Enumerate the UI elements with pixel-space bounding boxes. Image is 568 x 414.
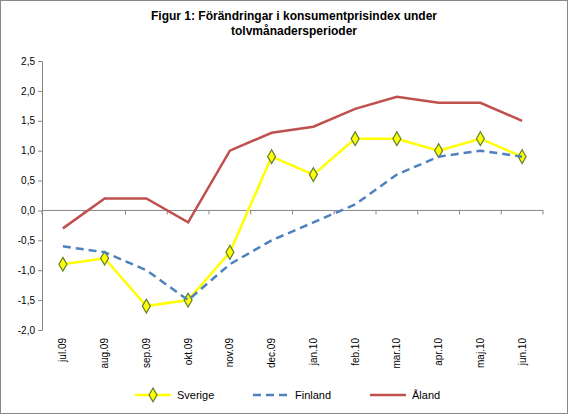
y-tick-label: 2,5 (21, 56, 35, 67)
y-tick-mark (38, 91, 42, 92)
x-tick: dec.09 (266, 336, 277, 368)
x-tick-label: apr.10 (433, 338, 444, 366)
legend: Sverige Finland Åland (135, 388, 440, 402)
marker (309, 168, 317, 182)
y-tick-label: 0,0 (21, 205, 35, 216)
marker (268, 150, 276, 164)
x-tick-label: maj.10 (475, 338, 486, 368)
x-tick: okt.09 (183, 336, 194, 365)
y-tick-mark (38, 121, 42, 122)
y-tick-label: -1,5 (18, 295, 36, 306)
x-tick: jul.09 (57, 336, 68, 363)
y-tick: -1,5 (18, 295, 42, 306)
x-tick-label: jun.10 (517, 338, 528, 367)
x-axis-line-group (42, 210, 543, 214)
y-tick-label: -0,5 (18, 235, 36, 246)
x-tick: sep.09 (141, 336, 152, 368)
marker (184, 293, 192, 307)
x-axis: jul.09 aug.09 sep.09 okt.09 nov.09 dec.09 jan.… (57, 336, 527, 369)
x-tick: aug.09 (99, 336, 110, 369)
y-tick: 1,0 (21, 145, 42, 156)
y-tick: 1,5 (21, 115, 42, 126)
x-tick-label: aug.09 (99, 338, 110, 369)
y-tick-mark (38, 240, 42, 241)
series-line (63, 139, 522, 306)
y-axis: -2,0 -1,5 -1,0 -0,5 0,0 0,5 1,0 1,5 2,0 2,5 (18, 56, 43, 336)
x-tick: mar.10 (391, 336, 402, 369)
plot-area (59, 97, 526, 313)
x-boundary-tick (334, 210, 335, 214)
legend-marker (149, 388, 157, 402)
x-tick: apr.10 (433, 336, 444, 366)
y-tick-label: -1,0 (18, 265, 36, 276)
y-tick-label: -2,0 (18, 325, 36, 336)
x-boundary-tick (42, 210, 43, 214)
x-boundary-tick (501, 210, 502, 214)
x-boundary-tick (417, 210, 418, 214)
marker (59, 257, 67, 271)
y-tick-label: 2,0 (21, 86, 35, 97)
y-tick-label: 1,0 (21, 145, 35, 156)
x-tick-label: sep.09 (141, 338, 152, 368)
legend-swatch (370, 394, 406, 397)
markers (59, 132, 526, 313)
x-tick: feb.10 (350, 336, 361, 366)
y-tick: 2,5 (21, 56, 42, 67)
x-tick-label: jul.09 (57, 338, 68, 363)
legend-swatch (253, 394, 289, 397)
y-tick-mark (38, 210, 42, 211)
y-tick-mark (38, 270, 42, 271)
x-boundary-tick (376, 210, 377, 214)
title-line: Figur 1: Förändringar i konsumentprisind… (151, 9, 437, 23)
x-tick-label: jan.10 (308, 338, 319, 367)
legend-label: Sverige (177, 389, 214, 401)
y-tick-label: 0,5 (21, 175, 35, 186)
x-boundary-tick (125, 210, 126, 214)
y-tick-mark (38, 61, 42, 62)
y-tick: -2,0 (18, 325, 42, 336)
x-boundary-tick (543, 210, 544, 214)
x-boundary-tick (459, 210, 460, 214)
x-tick-label: feb.10 (350, 338, 361, 366)
x-tick: nov.09 (224, 336, 235, 367)
y-tick: 0,0 (21, 205, 42, 216)
legend-label: Finland (295, 389, 331, 401)
legend-item: Sverige (135, 388, 214, 402)
x-tick-label: mar.10 (391, 338, 402, 369)
y-tick-label: 1,5 (21, 115, 35, 126)
x-boundary-tick (292, 210, 293, 214)
x-boundary-tick (250, 210, 251, 214)
y-tick: -0,5 (18, 235, 42, 246)
x-tick-label: dec.09 (266, 338, 277, 368)
legend-item: Åland (370, 389, 440, 401)
marker (351, 132, 359, 146)
x-boundary-tick (209, 210, 210, 214)
x-tick-label: okt.09 (183, 338, 194, 366)
y-tick: 2,0 (21, 86, 42, 97)
y-tick: 0,5 (21, 175, 42, 186)
series-line (63, 97, 522, 229)
x-tick: jan.10 (308, 336, 319, 366)
y-tick-mark (38, 181, 42, 182)
y-tick-mark (38, 300, 42, 301)
y-tick: -1,0 (18, 265, 42, 276)
legend-label: Åland (412, 389, 440, 401)
marker (476, 132, 484, 146)
title: Figur 1: Förändringar i konsumentprisind… (151, 9, 437, 38)
y-tick-mark (38, 151, 42, 152)
y-tick-mark (38, 330, 42, 331)
chart: Figur 1: Förändringar i konsumentprisind… (0, 0, 568, 414)
marker (142, 299, 150, 313)
legend-item: Finland (253, 389, 331, 401)
marker (393, 132, 401, 146)
x-tick: maj.10 (475, 336, 486, 368)
y-axis-line (38, 62, 43, 331)
chart-frame (1, 1, 568, 414)
x-tick: jun.10 (517, 336, 528, 366)
title-line: tolvmånadersperioder (231, 24, 357, 38)
series-line (63, 151, 522, 300)
x-tick-label: nov.09 (224, 338, 235, 368)
marker (226, 245, 234, 259)
